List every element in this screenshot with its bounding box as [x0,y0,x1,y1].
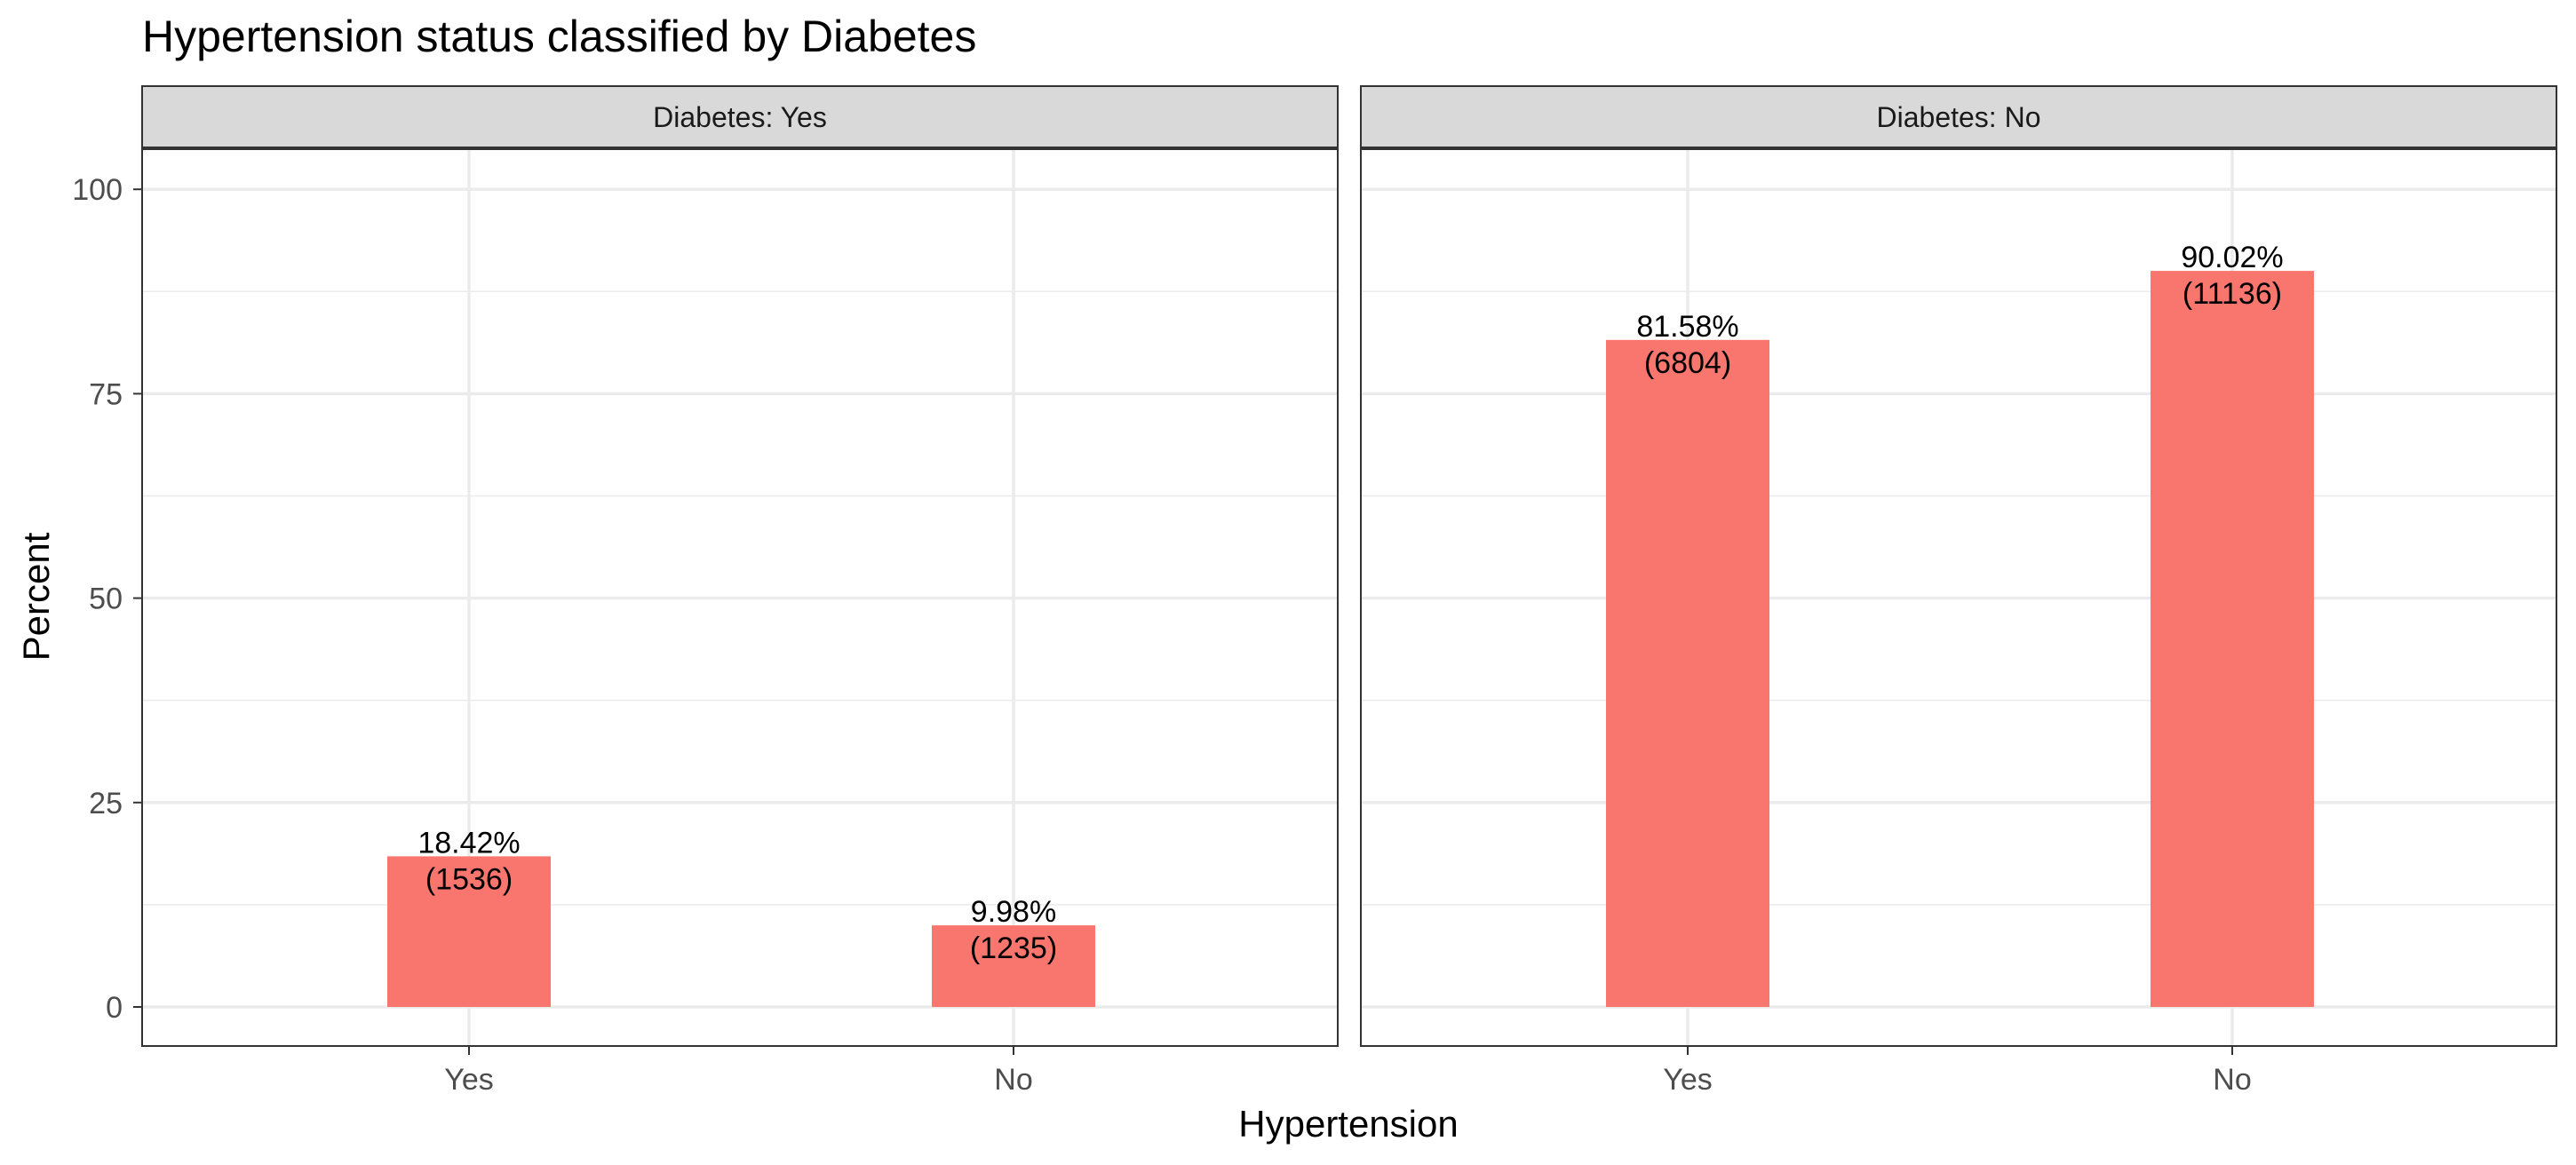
facet-panels: 0 25 50 75 100 18.42%(1536) 9.98%(1235) Diabete… [72,85,2557,1097]
bar-no [932,925,1095,1007]
x-tick-label: No [994,1063,1032,1097]
bar-count-label: (1536) [425,862,513,896]
x-tick-label: No [2213,1063,2251,1097]
bar-percent-label: 81.58% [1636,310,1738,344]
facet-strip-label: Diabetes: No [1877,101,2041,133]
chart-title: Hypertension status classified by Diabet… [142,12,976,61]
y-tick-label: 50 [89,582,123,616]
x-axis-title: Hypertension [1238,1103,1458,1145]
bar-percent-label: 90.02% [2181,241,2283,274]
bar-percent-label: 18.42% [417,826,520,860]
y-axis-title: Percent [15,532,57,661]
bar-count-label: (11136) [2182,277,2282,311]
y-tick-label: 100 [72,173,123,207]
x-tick-label: Yes [1663,1063,1712,1097]
y-tick-label: 75 [89,377,123,411]
x-tick-label: Yes [444,1063,493,1097]
bar-yes [1606,339,1769,1007]
facet-strip [1360,85,2557,149]
bar-count-label: (6804) [1644,346,1731,380]
facet-panel-1: 18.42%(1536) 9.98%(1235) Diabetes: Yes Yes N… [141,85,1339,1097]
bar-count-label: (1235) [970,931,1057,965]
bar-yes [387,856,551,1007]
bar-percent-label: 9.98% [971,895,1056,929]
bar-no [2151,271,2314,1007]
facet-strip-label: Diabetes: Yes [653,101,827,133]
y-tick-label: 25 [89,787,123,820]
y-tick-label: 0 [106,991,123,1025]
facet-panel-2: 81.58%(6804) 90.02%(11136) Diabetes: No Yes… [1360,85,2557,1097]
